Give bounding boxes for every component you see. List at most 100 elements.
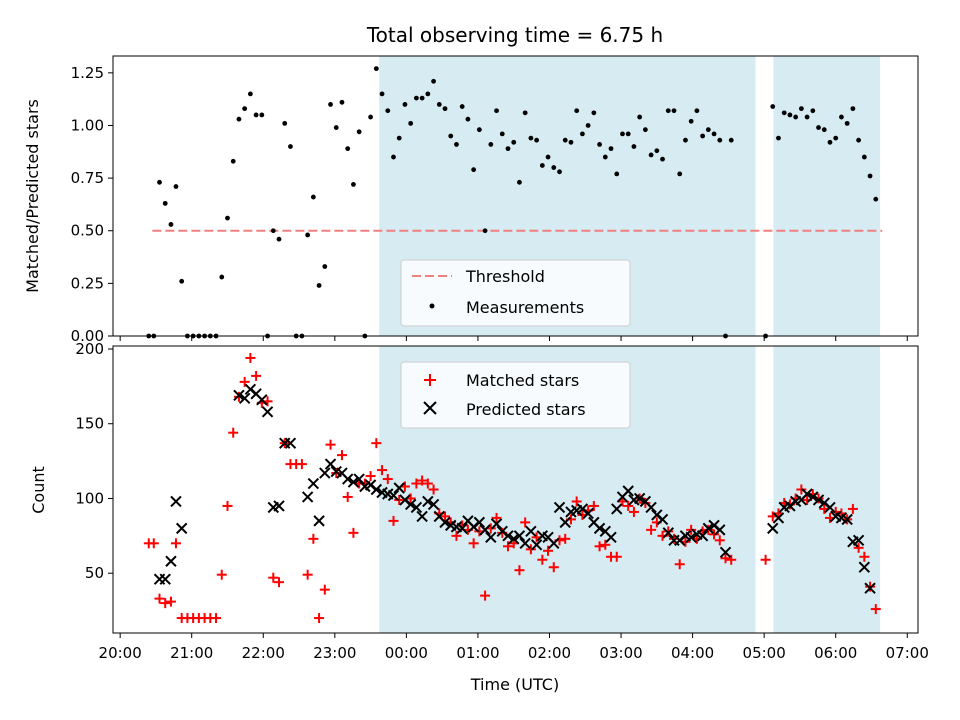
- measurement-point: [173, 184, 179, 189]
- matched-star-point: [870, 604, 881, 615]
- predicted-star-x-b: [165, 555, 177, 567]
- predicted-star-point: [559, 516, 571, 529]
- predicted-star-point: [159, 573, 171, 585]
- predicted-star-x-b: [639, 495, 652, 508]
- measurement-point: [545, 154, 551, 160]
- predicted-star-point: [622, 485, 634, 497]
- predicted-star-x-b: [301, 491, 314, 503]
- predicted-star-point: [548, 537, 560, 550]
- measurement-point: [162, 200, 168, 206]
- predicted-star-point: [410, 501, 423, 514]
- predicted-star-x-b: [508, 533, 520, 545]
- predicted-star-point: [427, 498, 440, 511]
- measurement-point: [770, 104, 776, 109]
- predicted-star-x-b: [238, 392, 251, 405]
- predicted-star-x-b: [599, 525, 612, 538]
- measurement-point: [488, 142, 494, 147]
- measurement-point: [793, 114, 799, 120]
- predicted-star-point: [473, 516, 486, 529]
- predicted-star-x-b: [404, 498, 417, 511]
- measurement-point: [368, 114, 373, 120]
- predicted-star-x-b: [445, 519, 457, 532]
- measurement-point: [700, 133, 706, 139]
- predicted-star-point: [645, 501, 657, 514]
- measurement-point: [557, 169, 562, 175]
- matched-star-point: [308, 533, 319, 544]
- measurement-point: [597, 142, 602, 147]
- predicted-star-x-b: [370, 483, 383, 496]
- measurement-point: [511, 139, 517, 145]
- measurement-point: [688, 118, 694, 124]
- measurement-point: [425, 91, 431, 97]
- ytick-label: 50: [85, 564, 104, 582]
- measurement-point: [219, 274, 225, 280]
- matched-star-point: [319, 584, 330, 595]
- measurement-point: [861, 154, 867, 160]
- measurement-point: [436, 102, 442, 107]
- measurement-point: [396, 135, 402, 141]
- measurement-point: [247, 91, 253, 97]
- predicted-star-point: [824, 501, 836, 514]
- predicted-star-x-b: [450, 521, 463, 533]
- measurement-point: [810, 108, 816, 114]
- measurement-point: [683, 137, 688, 143]
- matched-star-point: [222, 500, 233, 511]
- predicted-star-x-b: [772, 512, 785, 524]
- ytick-label: 0.50: [71, 222, 104, 240]
- predicted-star-point: [319, 467, 331, 479]
- predicted-star-point: [387, 489, 400, 502]
- measurement-point: [660, 156, 665, 162]
- ytick-label: 0.25: [71, 274, 104, 292]
- measurement-point: [402, 102, 408, 107]
- matched-star-point: [548, 562, 559, 573]
- measurement-point: [776, 135, 781, 141]
- predicted-star-x-b: [835, 512, 848, 524]
- matched-star-point: [411, 478, 422, 489]
- measurement-point: [351, 182, 356, 187]
- top-legend: Threshold Measurements: [400, 259, 631, 327]
- measurement-point: [305, 232, 311, 238]
- matched-star-point: [674, 559, 685, 570]
- top-yticks: 0.00 0.25 0.50 0.75 1.00 1.25: [71, 64, 113, 345]
- measurement-point: [339, 99, 345, 105]
- xtick-label: 22:00: [242, 644, 285, 662]
- measurement-point: [631, 144, 637, 149]
- predicted-star-x-b: [702, 522, 715, 535]
- predicted-star-x-b: [399, 494, 411, 506]
- matched-star-point: [571, 496, 582, 507]
- xtick-label: 07:00: [886, 644, 929, 662]
- predicted-star-point: [301, 491, 314, 503]
- measurement-point: [534, 137, 540, 143]
- measurement-point: [276, 236, 282, 242]
- measurement-point: [494, 108, 499, 114]
- bottom-axes-frame: [112, 345, 919, 634]
- ytick-label: 1.25: [71, 64, 104, 82]
- measurement-point: [179, 278, 185, 284]
- predicted-star-point: [858, 561, 871, 573]
- xtick-label: 21:00: [170, 644, 213, 662]
- measurement-point: [345, 146, 351, 152]
- measurement-point: [157, 179, 162, 185]
- matched-star-point: [560, 533, 571, 544]
- predicted-star-point: [714, 524, 726, 536]
- matched-star-point: [611, 551, 622, 562]
- predicted-star-point: [485, 531, 497, 544]
- measurement-point: [379, 91, 385, 97]
- predicted-star-x-b: [341, 473, 354, 485]
- predicted-star-x-b: [347, 476, 360, 488]
- predicted-star-point: [416, 510, 428, 523]
- matched-star-point: [543, 545, 554, 556]
- measurement-point: [781, 110, 787, 116]
- top-y-axis-label: Matched/Predicted stars: [23, 99, 42, 293]
- measurement-point: [253, 112, 259, 118]
- predicted-star-x-b: [801, 488, 813, 500]
- measurement-point: [867, 173, 873, 179]
- predicted-star-x-b: [416, 510, 428, 523]
- predicted-star-x-b: [336, 467, 348, 479]
- measurement-point: [654, 148, 660, 154]
- measurement-point: [787, 112, 793, 118]
- matched-star-point: [216, 569, 227, 580]
- measurement-point: [230, 158, 236, 164]
- measurement-point: [373, 66, 379, 72]
- predicted-star-x-b: [433, 510, 446, 523]
